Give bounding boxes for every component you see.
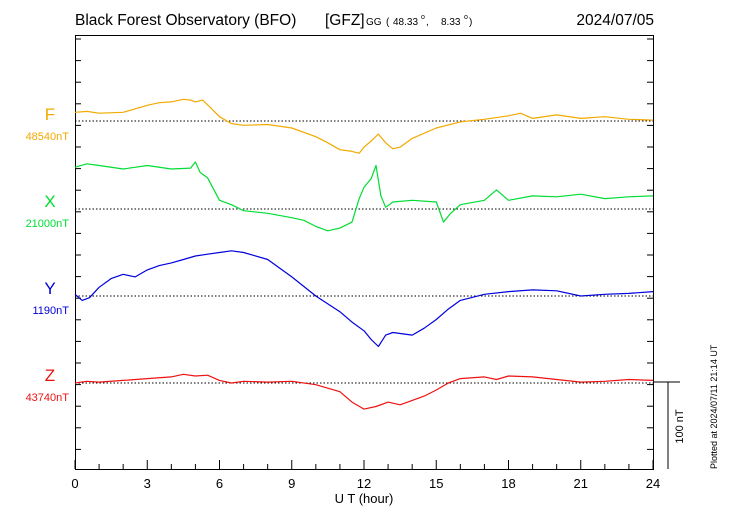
coord-open: ( <box>386 17 390 28</box>
series-labels: F 48540nT X 21000nT Y 1190nT Z 43740nT <box>26 105 70 404</box>
x-tick-label: 18 <box>501 476 515 491</box>
series-baseline-f: 48540nT <box>26 131 70 143</box>
series-line-y <box>74 250 654 348</box>
x-tick-label: 12 <box>357 476 371 491</box>
x-tick-label: 15 <box>429 476 443 491</box>
coord-prefix: GG <box>366 17 382 28</box>
plot-frame <box>75 35 654 470</box>
coord-separator: , <box>426 17 429 28</box>
y-axis-ticks <box>75 38 653 450</box>
series-baseline-z: 43740nT <box>26 392 70 404</box>
latitude-value: 48.33 <box>393 17 418 28</box>
scale-bar: 100 nT <box>653 381 686 469</box>
series-name-y: Y <box>44 279 55 298</box>
series-name-z: Z <box>45 366 55 385</box>
x-tick-label: 3 <box>144 476 151 491</box>
series-line-z <box>74 373 654 410</box>
series-lines <box>74 98 654 410</box>
chart-date: 2024/07/05 <box>576 12 654 29</box>
baselines <box>75 120 653 384</box>
longitude-degree-sign: o <box>464 14 468 21</box>
series-baseline-x: 21000nT <box>26 218 70 230</box>
series-name-f: F <box>45 105 55 124</box>
latitude-degree-sign: o <box>421 14 425 21</box>
series-name-x: X <box>44 192 55 211</box>
x-tick-label: 24 <box>646 476 660 491</box>
x-tick-label: 0 <box>71 476 78 491</box>
x-tick-label: 21 <box>574 476 588 491</box>
series-baseline-y: 1190nT <box>33 305 70 317</box>
plotted-note: Plotted at 2024/07/11 21:14 UT <box>709 344 719 469</box>
series-line-x <box>74 161 654 232</box>
series-line-f <box>74 98 654 154</box>
x-axis-ticks: 0 3 6 9 12 15 18 21 24 <box>71 460 660 491</box>
longitude-value: 8.33 <box>441 17 461 28</box>
x-tick-label: 6 <box>216 476 223 491</box>
agency-label: [GFZ] <box>325 12 365 29</box>
scale-bar-label: 100 nT <box>674 409 686 444</box>
chart-title: Black Forest Observatory (BFO) <box>75 12 296 29</box>
coord-close: ) <box>469 17 472 28</box>
x-tick-label: 9 <box>288 476 295 491</box>
x-axis-label: U T (hour) <box>335 491 394 506</box>
